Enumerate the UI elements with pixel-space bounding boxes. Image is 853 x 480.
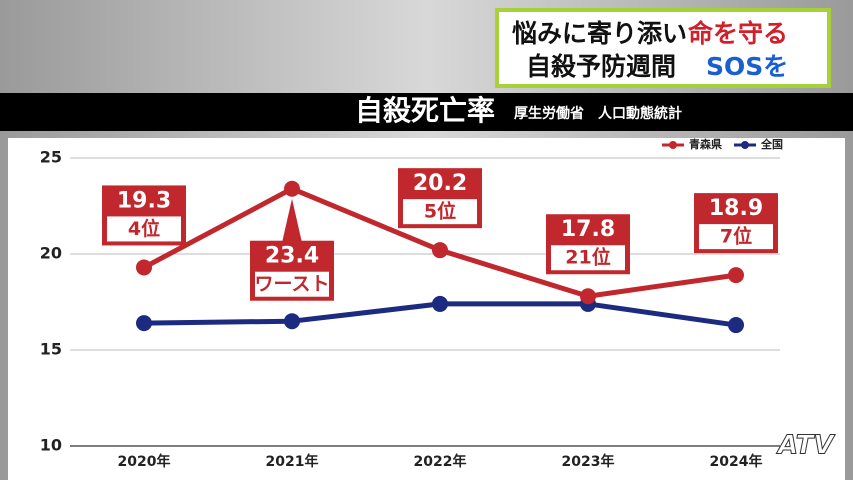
data-point: [432, 242, 448, 259]
logo: ATV: [776, 431, 835, 461]
y-tick-label: 20: [40, 244, 62, 263]
rank-label: 7位: [720, 225, 752, 248]
label-inner: [255, 271, 329, 297]
value-label: 18.9: [709, 196, 763, 221]
x-tick-label: 2024年: [710, 453, 763, 470]
data-point: [136, 259, 152, 276]
value-label: 17.8: [561, 217, 615, 242]
data-point: [284, 313, 300, 330]
x-tick-label: 2020年: [118, 453, 171, 470]
caption-accent2: SOSを: [706, 52, 788, 81]
data-point: [284, 180, 300, 197]
caption-accent1: 命を守る: [688, 19, 788, 48]
x-tick-label: 2023年: [562, 453, 615, 470]
value-label: 20.2: [413, 171, 467, 196]
label-pointer: [282, 198, 302, 243]
rank-label: 5位: [424, 200, 456, 223]
rank-label: 21位: [565, 246, 610, 269]
y-tick-label: 15: [40, 340, 62, 359]
label-inner: [551, 245, 625, 271]
chart-title: 自殺死亡率: [355, 94, 495, 127]
rank-label: ワースト: [254, 273, 329, 295]
x-tick-label: 2022年: [414, 453, 467, 470]
label-inner: [403, 199, 477, 225]
data-point: [728, 267, 744, 284]
data-point: [580, 288, 596, 305]
x-tick-label: 2021年: [266, 453, 319, 470]
label-inner: [699, 224, 773, 250]
chart-subtitle: 厚生労働省 人口動態統計: [514, 105, 682, 122]
value-label: 23.4: [265, 244, 319, 269]
value-label: 19.3: [117, 188, 171, 213]
label-inner: [107, 216, 181, 242]
data-point: [136, 315, 152, 332]
data-point: [728, 317, 744, 334]
legend-label: 全国: [760, 137, 783, 151]
legend-marker: [669, 141, 677, 149]
caption-line1: 悩みに寄り添い: [512, 19, 687, 48]
y-tick-label: 10: [40, 436, 62, 455]
y-tick-label: 25: [40, 148, 62, 167]
title-bar: [0, 93, 853, 131]
legend-label: 青森県: [689, 137, 722, 151]
caption-box: [495, 8, 831, 88]
data-point: [432, 295, 448, 312]
legend-marker: [741, 141, 749, 149]
rank-label: 4位: [128, 217, 160, 240]
caption-line2: 自殺予防週間: [526, 52, 676, 81]
